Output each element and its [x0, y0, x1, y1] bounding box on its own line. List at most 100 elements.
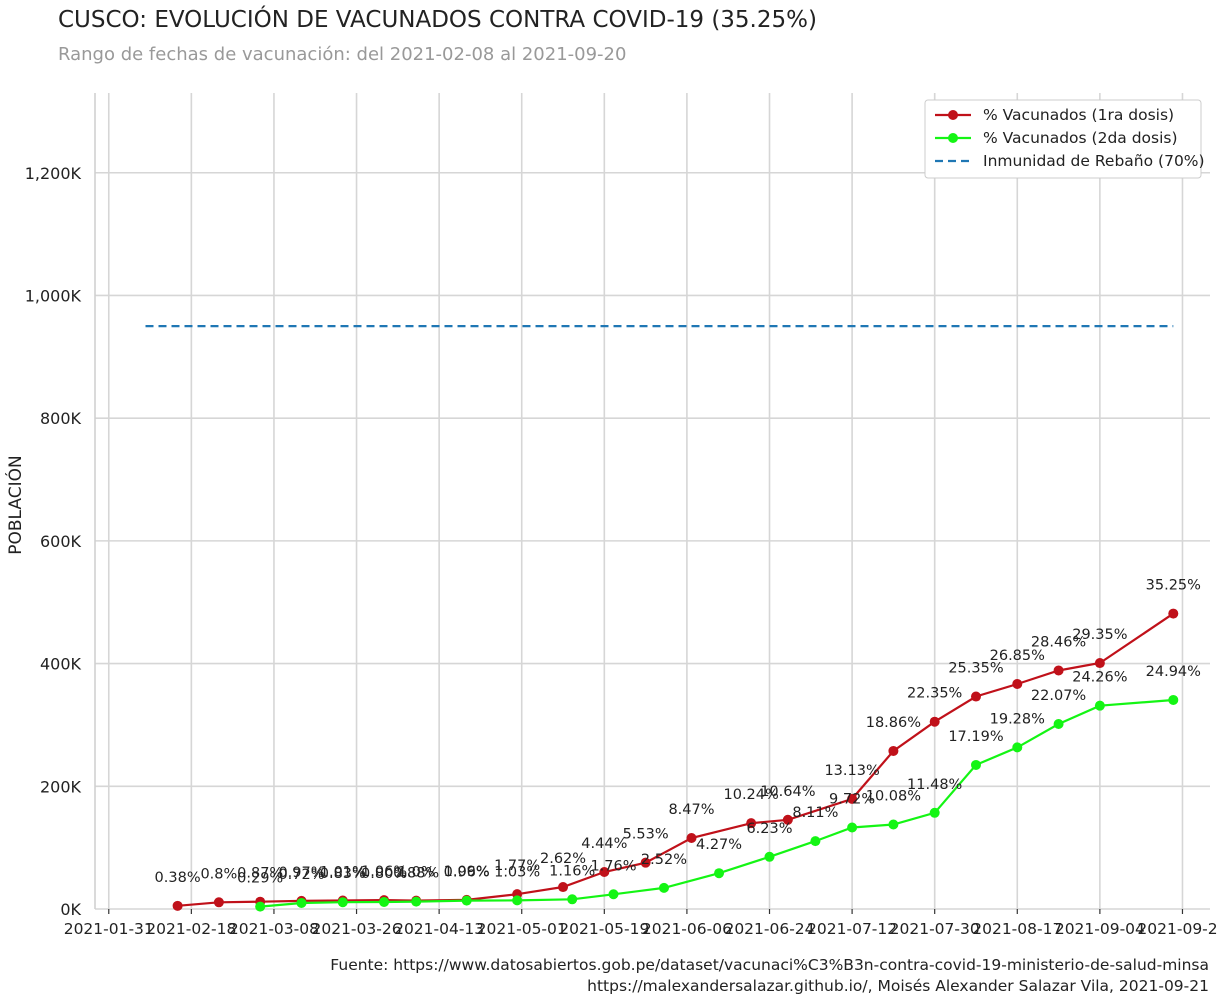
data-label: 13.13%: [824, 763, 879, 779]
y-axis-label: POBLACIÓN: [4, 455, 26, 554]
x-tick-label: 2021-03-08: [229, 920, 319, 938]
data-labels: 0.38% 0.8% 0.87%0.97%1.01%1.06%1.0% 1.09% 1.…: [155, 578, 1201, 887]
chart-title: CUSCO: EVOLUCIÓN DE VACUNADOS CONTRA COV…: [58, 7, 817, 33]
data-point: [1094, 658, 1105, 669]
data-label: 0.80%: [361, 866, 407, 882]
footer: Fuente: https://www.datosabiertos.gob.pe…: [330, 955, 1209, 997]
x-tick-label: 2021-09-04: [1055, 920, 1145, 938]
data-point: [411, 896, 422, 907]
data-point: [810, 836, 821, 847]
y-tick-label: 1,000K: [25, 286, 82, 305]
legend-marker: [948, 110, 958, 120]
data-label: 17.19%: [948, 729, 1003, 745]
data-point: [1053, 665, 1064, 676]
data-point: [640, 857, 651, 868]
x-tick-label: 2021-05-01: [477, 920, 567, 938]
legend-entry: % Vacunados (1ra dosis): [983, 106, 1174, 124]
data-label: 0.88%: [393, 866, 439, 882]
data-point: [888, 745, 899, 756]
y-tick-label: 400K: [40, 655, 82, 674]
x-tick-label: 2021-09-22: [1137, 920, 1217, 938]
data-label: 24.26%: [1072, 670, 1127, 686]
data-label: 35.25%: [1146, 578, 1201, 594]
data-point: [558, 882, 569, 893]
data-label: 19.28%: [990, 711, 1045, 727]
data-point: [337, 897, 348, 908]
data-point: [970, 691, 981, 702]
data-point: [764, 851, 775, 862]
data-label: 1.77%: [494, 858, 540, 874]
data-label: 0.29%: [237, 871, 283, 887]
data-label: 29.35%: [1072, 627, 1127, 643]
data-label: 2.52%: [641, 852, 687, 868]
data-point: [379, 896, 390, 907]
data-point: [255, 901, 266, 912]
data-label: 0.96%: [444, 865, 490, 881]
data-point: [1012, 742, 1023, 753]
data-label: 9.72%: [829, 792, 875, 808]
data-label: 0.97%: [278, 865, 324, 881]
data-point: [888, 819, 899, 830]
y-tick-label: 600K: [40, 532, 82, 551]
x-tick-label: 2021-07-12: [807, 920, 897, 938]
data-point: [213, 897, 224, 908]
data-point: [847, 822, 858, 833]
line-chart: 0K 200K 400K 600K 800K 1,000K 1,200K 2021-01-31…: [4, 93, 1217, 938]
data-point: [1168, 608, 1179, 619]
data-label: 26.85%: [990, 648, 1045, 664]
legend: % Vacunados (1ra dosis) % Vacunados (2da …: [924, 99, 1205, 179]
data-label: 0.72%: [278, 867, 324, 883]
legend-box: [924, 99, 1202, 179]
data-label: 5.53%: [623, 827, 669, 843]
data-label: 2.62%: [540, 851, 586, 867]
data-point: [1094, 700, 1105, 711]
data-label: 0.38%: [155, 870, 201, 886]
legend-entry: Inmunidad de Rebaño (70%): [983, 152, 1205, 170]
data-label: 1.06%: [361, 864, 407, 880]
x-tick-label: 2021-02-18: [146, 920, 236, 938]
data-label: 0.83%: [320, 866, 366, 882]
data-label: 8.11%: [792, 805, 838, 821]
data-label: 22.35%: [907, 686, 962, 702]
data-point: [512, 895, 523, 906]
data-label: 1.16%: [549, 863, 595, 879]
x-tick-label: 2021-05-19: [559, 920, 649, 938]
y-tick-label: 1,200K: [25, 164, 82, 183]
data-label: 10.24%: [724, 787, 779, 803]
data-point: [608, 889, 619, 900]
data-point: [929, 807, 940, 818]
data-point: [746, 818, 757, 829]
data-point: [567, 894, 578, 905]
data-label: 1.01%: [320, 865, 366, 881]
data-label: 4.44%: [581, 836, 627, 852]
data-point: [296, 897, 307, 908]
plot-area: [145, 325, 1179, 912]
data-point: [929, 716, 940, 727]
x-tick-label: 2021-08-17: [972, 920, 1062, 938]
axes: 0K 200K 400K 600K 800K 1,000K 1,200K 2021-01-31…: [25, 93, 1217, 938]
data-label: 11.48%: [907, 777, 962, 793]
data-label: 1.0%: [398, 865, 435, 881]
data-label: 0.87%: [237, 866, 283, 882]
y-tick-label: 800K: [40, 409, 82, 428]
data-label: 1.09%: [444, 864, 490, 880]
data-label: 1.76%: [590, 858, 636, 874]
data-point: [461, 895, 472, 906]
data-label: 4.27%: [696, 837, 742, 853]
x-tick-label: 2021-06-06: [642, 920, 732, 938]
data-label: 10.64%: [760, 784, 815, 800]
x-tick-label: 2021-06-24: [724, 920, 814, 938]
data-label: 6.23%: [746, 821, 792, 837]
data-point: [847, 793, 858, 804]
data-label: 8.47%: [668, 802, 714, 818]
data-label: 28.46%: [1031, 634, 1086, 650]
data-point: [1012, 678, 1023, 689]
data-label: 0.8%: [200, 866, 237, 882]
data-label: 25.35%: [948, 661, 1003, 677]
data-label: 10.08%: [866, 789, 921, 805]
data-point: [782, 814, 793, 825]
x-tick-label: 2021-03-26: [311, 920, 401, 938]
data-label: 18.86%: [866, 715, 921, 731]
y-tick-label: 0K: [60, 900, 81, 919]
data-label: 22.07%: [1031, 688, 1086, 704]
